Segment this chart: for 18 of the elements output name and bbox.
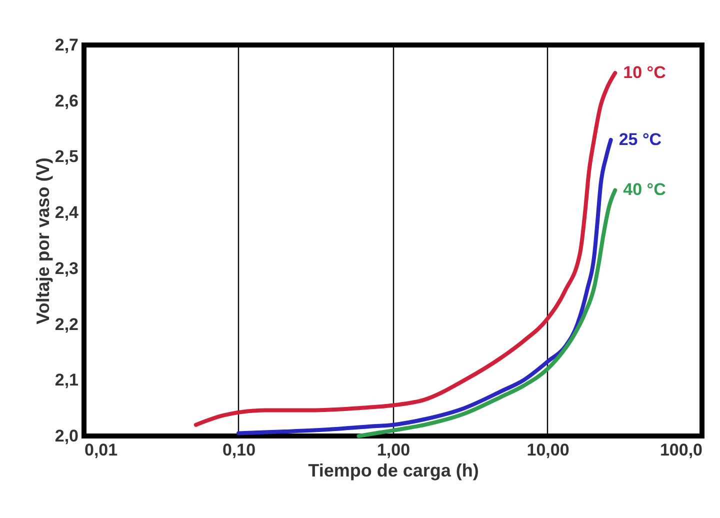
y-tick-label: 2,6 [54, 91, 78, 110]
x-tick-label: 100,0 [660, 440, 702, 460]
x-axis-title: Tiempo de carga (h) [308, 460, 479, 480]
y-tick-label: 2,5 [54, 147, 78, 166]
y-tick-label: 2,3 [54, 258, 78, 278]
series-label: 25 °C [618, 130, 662, 149]
series-label: 10 °C [623, 62, 666, 82]
x-tick-label: 0,10 [222, 440, 256, 460]
y-tick-label: 2,7 [54, 36, 78, 54]
x-tick-label: 1,00 [376, 440, 410, 460]
y-axis-title: Voltaje por vaso (V) [32, 158, 53, 324]
x-tick-label: 10,00 [526, 440, 570, 460]
y-tick-label: 2,0 [54, 426, 78, 446]
x-tick-label: 0,01 [84, 440, 118, 460]
y-tick-label: 2,4 [54, 203, 80, 222]
series-label: 40 °C [623, 180, 666, 200]
y-tick-label: 2,1 [54, 370, 78, 390]
y-tick-label: 2,2 [54, 314, 78, 334]
